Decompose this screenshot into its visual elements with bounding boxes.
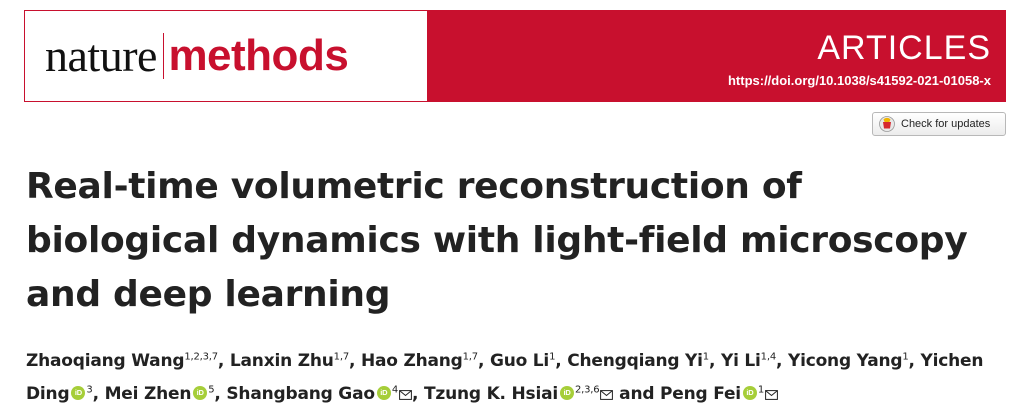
envelope-icon[interactable] [765, 390, 778, 400]
orcid-icon[interactable] [193, 386, 208, 400]
check-updates-label: Check for updates [901, 118, 991, 130]
author-entry: Hao Zhang1,7, [361, 351, 490, 371]
author-entry: Yi Li1,4, [721, 351, 788, 371]
affiliation-superscript: 1 [702, 351, 709, 363]
affiliation-superscript: 1,7 [333, 351, 350, 363]
author-entry: Lanxin Zhu1,7, [230, 351, 361, 371]
doi-link[interactable]: https://doi.org/10.1038/s41592-021-01058… [727, 73, 991, 88]
author-name[interactable]: Tzung K. Hsiai [423, 384, 558, 404]
author-list: Zhaoqiang Wang1,2,3,7, Lanxin Zhu1,7, Ha… [26, 345, 1006, 411]
author-name[interactable]: Yi Li [720, 351, 761, 371]
author-name[interactable]: Chengqiang Yi [567, 351, 703, 371]
author-separator: , [348, 351, 361, 371]
orcid-icon[interactable] [560, 386, 574, 400]
article-type: ARTICLES [817, 29, 991, 67]
author-entry: Yicong Yang1, [788, 351, 921, 371]
author-entry: Peng Fei 1 [660, 384, 778, 404]
author-entry: Zhaoqiang Wang1,2,3,7, [26, 351, 230, 371]
author-name[interactable]: Mei Zhen [104, 384, 192, 404]
journal-banner: nature methods ARTICLES https://doi.org/… [24, 10, 1006, 102]
affiliation-superscript: 1,4 [760, 351, 777, 363]
article-type-block: ARTICLES https://doi.org/10.1038/s41592-… [427, 11, 1005, 101]
author-name[interactable]: Lanxin Zhu [229, 351, 334, 371]
author-name[interactable]: Guo Li [489, 351, 550, 371]
author-name[interactable]: Hao Zhang [360, 351, 463, 371]
author-entry: Yichen Ding3, [26, 351, 983, 404]
affiliation-superscript: 2,3,6 [575, 384, 600, 396]
author-name[interactable]: Peng Fei [660, 384, 741, 404]
author-entry: Tzung K. Hsiai 2,3,6 and [424, 384, 660, 404]
affiliation-superscript: 1 [902, 351, 909, 363]
author-separator: , [477, 351, 490, 371]
author-entries: Zhaoqiang Wang1,2,3,7, Lanxin Zhu1,7, Ha… [26, 351, 983, 404]
author-separator: , [92, 384, 105, 404]
affiliation-superscript: 3 [86, 384, 93, 396]
journal-name-nature: nature [45, 30, 157, 81]
affiliation-superscript: 1 [757, 384, 765, 396]
journal-name-methods: methods [168, 31, 349, 80]
author-entry: Shangbang Gao 4, [226, 384, 424, 404]
author-separator: and [613, 384, 661, 404]
author-separator: , [217, 351, 230, 371]
author-name[interactable]: Zhaoqiang Wang [26, 351, 185, 371]
envelope-icon[interactable] [600, 390, 614, 400]
affiliation-superscript: 5 [208, 384, 215, 396]
journal-logo[interactable]: nature methods [25, 11, 427, 101]
author-separator: , [412, 384, 424, 404]
author-entry: Chengqiang Yi1, [567, 351, 721, 371]
author-separator: , [708, 351, 721, 371]
affiliation-superscript: 1,2,3,7 [184, 351, 218, 363]
logo-divider [162, 33, 165, 79]
article-title: Real-time volumetric reconstruction of b… [26, 166, 968, 315]
affiliation-superscript: 4 [391, 384, 398, 396]
author-name[interactable]: Shangbang Gao [226, 384, 375, 404]
author-separator: , [214, 384, 227, 404]
author-entry: Guo Li1, [490, 351, 567, 371]
orcid-icon[interactable] [376, 386, 391, 400]
envelope-icon[interactable] [399, 390, 412, 400]
author-separator: , [555, 351, 568, 371]
check-for-updates-button[interactable]: Check for updates [872, 112, 1006, 136]
affiliation-superscript: 1 [549, 351, 556, 363]
author-name[interactable]: Yicong Yang [787, 351, 903, 371]
orcid-icon[interactable] [71, 386, 86, 400]
author-separator: , [908, 351, 921, 371]
author-separator: , [775, 351, 788, 371]
author-entry: Mei Zhen 5, [105, 384, 227, 404]
orcid-icon[interactable] [742, 386, 757, 400]
affiliation-superscript: 1,7 [462, 351, 479, 363]
check-updates-icon [879, 116, 895, 132]
author-name[interactable]: Yichen Ding [26, 351, 984, 404]
